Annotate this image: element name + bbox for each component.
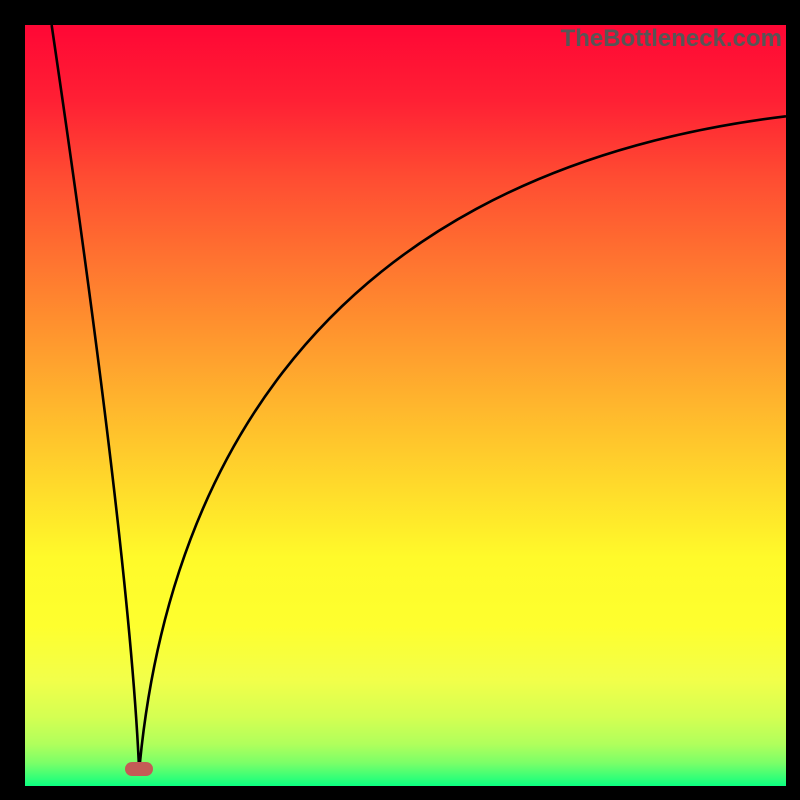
frame-right bbox=[786, 0, 800, 800]
plot-area: TheBottleneck.com bbox=[25, 25, 786, 786]
frame-top bbox=[0, 0, 800, 25]
curve-svg bbox=[25, 25, 786, 786]
min-spot bbox=[125, 762, 153, 776]
frame-bottom bbox=[0, 786, 800, 800]
bottleneck-curve bbox=[52, 25, 786, 771]
chart-container: TheBottleneck.com bbox=[0, 0, 800, 800]
watermark-text: TheBottleneck.com bbox=[561, 25, 782, 53]
frame-left bbox=[0, 0, 25, 800]
